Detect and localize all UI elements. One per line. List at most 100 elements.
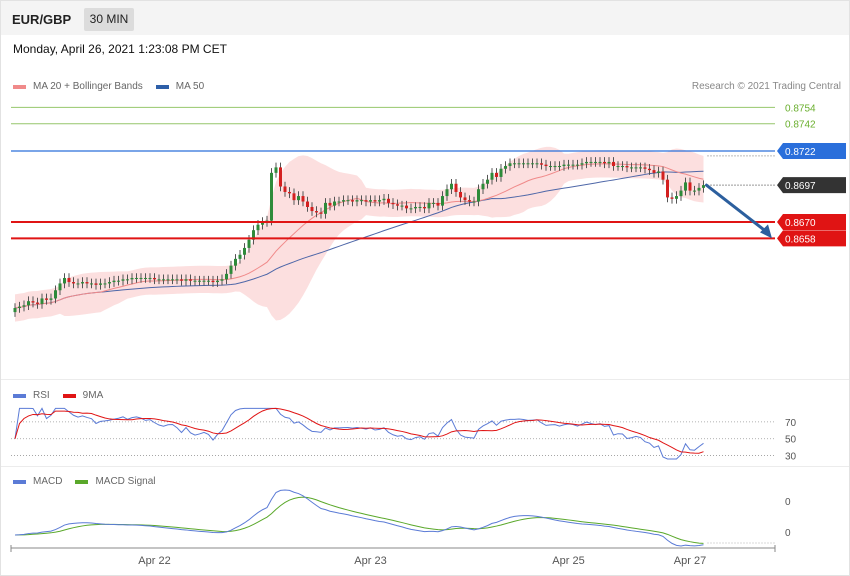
candle-body <box>256 224 260 231</box>
x-tick-label: Apr 27 <box>674 555 706 567</box>
macd-legend-swatch <box>13 479 26 484</box>
candle-body <box>400 205 404 207</box>
candle-body <box>468 200 471 202</box>
candle-body <box>45 298 48 300</box>
candle-body <box>274 167 278 173</box>
candle-body <box>459 191 462 198</box>
candle-body <box>517 163 521 165</box>
candle-body <box>688 182 692 191</box>
candle-body <box>94 283 98 285</box>
candle-body <box>175 279 179 281</box>
candle-body <box>81 282 84 284</box>
candle-body <box>576 164 579 166</box>
candle-body <box>702 185 705 188</box>
candle-body <box>139 277 143 279</box>
candle-body <box>252 230 255 240</box>
candle-body <box>103 283 107 285</box>
candle-body <box>153 277 156 280</box>
candle-body <box>495 172 498 177</box>
candle-body <box>414 206 417 209</box>
macd-signal-legend-swatch <box>75 479 89 484</box>
candle-body <box>189 279 192 281</box>
x-tick-label: Apr 23 <box>354 555 386 567</box>
candle-body <box>675 196 678 199</box>
candle-body <box>99 283 102 285</box>
candle-body <box>652 170 656 173</box>
candle-body <box>657 171 660 173</box>
candle-body <box>486 179 489 184</box>
candle-body <box>216 280 219 283</box>
candle-body <box>310 206 314 212</box>
support-label: 0.8670 <box>785 218 816 229</box>
candle-body <box>360 200 363 202</box>
candle-body <box>135 277 138 279</box>
candle-body <box>324 202 327 214</box>
candle-body <box>391 202 395 205</box>
resistance-label: 0.8722 <box>785 147 816 158</box>
candle-body <box>72 282 75 284</box>
candle-body <box>432 202 435 204</box>
candle-body <box>697 187 701 191</box>
candle-body <box>225 273 228 280</box>
candle-body <box>234 258 237 266</box>
candle-body <box>450 183 453 190</box>
current-price-label: 0.8697 <box>785 181 816 192</box>
candle-body <box>445 189 449 197</box>
candle-body <box>504 166 507 169</box>
candle-body <box>382 198 386 201</box>
candle-body <box>346 200 350 202</box>
candle-body <box>351 200 354 202</box>
timestamp: Monday, April 26, 2021 1:23:08 PM CET <box>13 42 227 56</box>
candle-body <box>297 196 300 201</box>
candle-body <box>387 198 390 203</box>
candle-body <box>643 167 647 169</box>
rsi-level-label: 50 <box>785 435 797 446</box>
candle-body <box>666 179 669 198</box>
support-label: 0.8658 <box>785 234 816 245</box>
candle-body <box>162 279 165 281</box>
candle-body <box>54 290 57 299</box>
candle-body <box>405 205 408 209</box>
candle-body <box>261 222 264 225</box>
candle-body <box>328 202 332 206</box>
candle-body <box>13 308 17 313</box>
candle-body <box>621 166 624 168</box>
candle-body <box>454 183 458 192</box>
candle-body <box>243 247 246 255</box>
candle-body <box>270 172 273 221</box>
candle-body <box>229 265 233 274</box>
rsi-ma-legend-swatch <box>62 393 76 398</box>
candle-body <box>567 164 570 166</box>
candle-body <box>306 201 309 207</box>
price-legend: MA 20 + Bollinger Bands MA 50 <box>13 81 217 92</box>
candle-body <box>108 282 111 284</box>
timeframe-button[interactable]: 30 MIN <box>84 8 134 31</box>
candle-body <box>292 193 296 201</box>
candle-body <box>499 168 503 177</box>
candle-body <box>198 280 201 282</box>
support-price-tag <box>777 214 846 230</box>
candle-body <box>355 200 359 202</box>
candle-body <box>603 161 606 164</box>
candle-body <box>423 206 426 209</box>
candle-body <box>693 190 696 192</box>
ma20-legend-label: MA 20 + Bollinger Bands <box>33 81 143 92</box>
symbol-label: EUR/GBP <box>12 12 72 27</box>
candle-body <box>580 163 584 165</box>
candle-body <box>220 279 224 281</box>
candle-body <box>238 254 242 259</box>
candle-body <box>130 277 134 280</box>
candle-body <box>207 280 210 282</box>
rsi-level-label: 70 <box>785 418 797 429</box>
candle-body <box>364 200 368 202</box>
target-level-label: 0.8754 <box>785 103 816 114</box>
candle-body <box>378 200 381 202</box>
candle-body <box>18 306 21 309</box>
forecast-arrow <box>705 183 768 233</box>
candle-body <box>337 201 341 203</box>
candle-body <box>522 163 525 165</box>
candle-body <box>288 191 291 194</box>
candle-body <box>247 239 251 248</box>
candle-body <box>279 167 282 187</box>
